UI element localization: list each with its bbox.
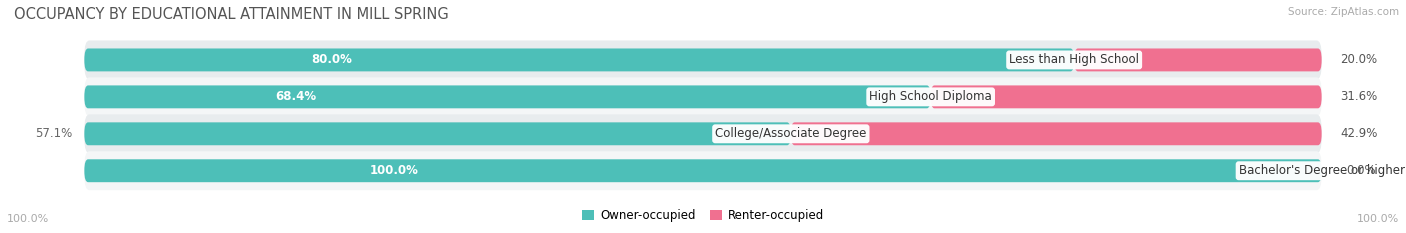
- Text: 68.4%: 68.4%: [276, 90, 316, 103]
- Text: 0.0%: 0.0%: [1347, 164, 1376, 177]
- Text: 57.1%: 57.1%: [35, 127, 72, 140]
- Text: 100.0%: 100.0%: [7, 214, 49, 224]
- FancyBboxPatch shape: [84, 151, 1322, 190]
- Legend: Owner-occupied, Renter-occupied: Owner-occupied, Renter-occupied: [578, 205, 828, 227]
- Text: High School Diploma: High School Diploma: [869, 90, 993, 103]
- Text: OCCUPANCY BY EDUCATIONAL ATTAINMENT IN MILL SPRING: OCCUPANCY BY EDUCATIONAL ATTAINMENT IN M…: [14, 7, 449, 22]
- FancyBboxPatch shape: [84, 77, 1322, 116]
- FancyBboxPatch shape: [84, 122, 790, 145]
- Text: 42.9%: 42.9%: [1340, 127, 1378, 140]
- FancyBboxPatch shape: [1074, 48, 1322, 71]
- Text: Less than High School: Less than High School: [1010, 53, 1139, 66]
- FancyBboxPatch shape: [84, 159, 1322, 182]
- Text: 31.6%: 31.6%: [1340, 90, 1378, 103]
- FancyBboxPatch shape: [931, 86, 1322, 108]
- Text: 80.0%: 80.0%: [311, 53, 353, 66]
- FancyBboxPatch shape: [84, 114, 1322, 153]
- Text: 100.0%: 100.0%: [1357, 214, 1399, 224]
- Text: Source: ZipAtlas.com: Source: ZipAtlas.com: [1288, 7, 1399, 17]
- FancyBboxPatch shape: [84, 48, 1074, 71]
- Text: 100.0%: 100.0%: [370, 164, 418, 177]
- FancyBboxPatch shape: [790, 122, 1322, 145]
- Text: College/Associate Degree: College/Associate Degree: [716, 127, 866, 140]
- FancyBboxPatch shape: [84, 86, 931, 108]
- Text: Bachelor's Degree or higher: Bachelor's Degree or higher: [1239, 164, 1405, 177]
- FancyBboxPatch shape: [84, 41, 1322, 79]
- Text: 20.0%: 20.0%: [1340, 53, 1378, 66]
